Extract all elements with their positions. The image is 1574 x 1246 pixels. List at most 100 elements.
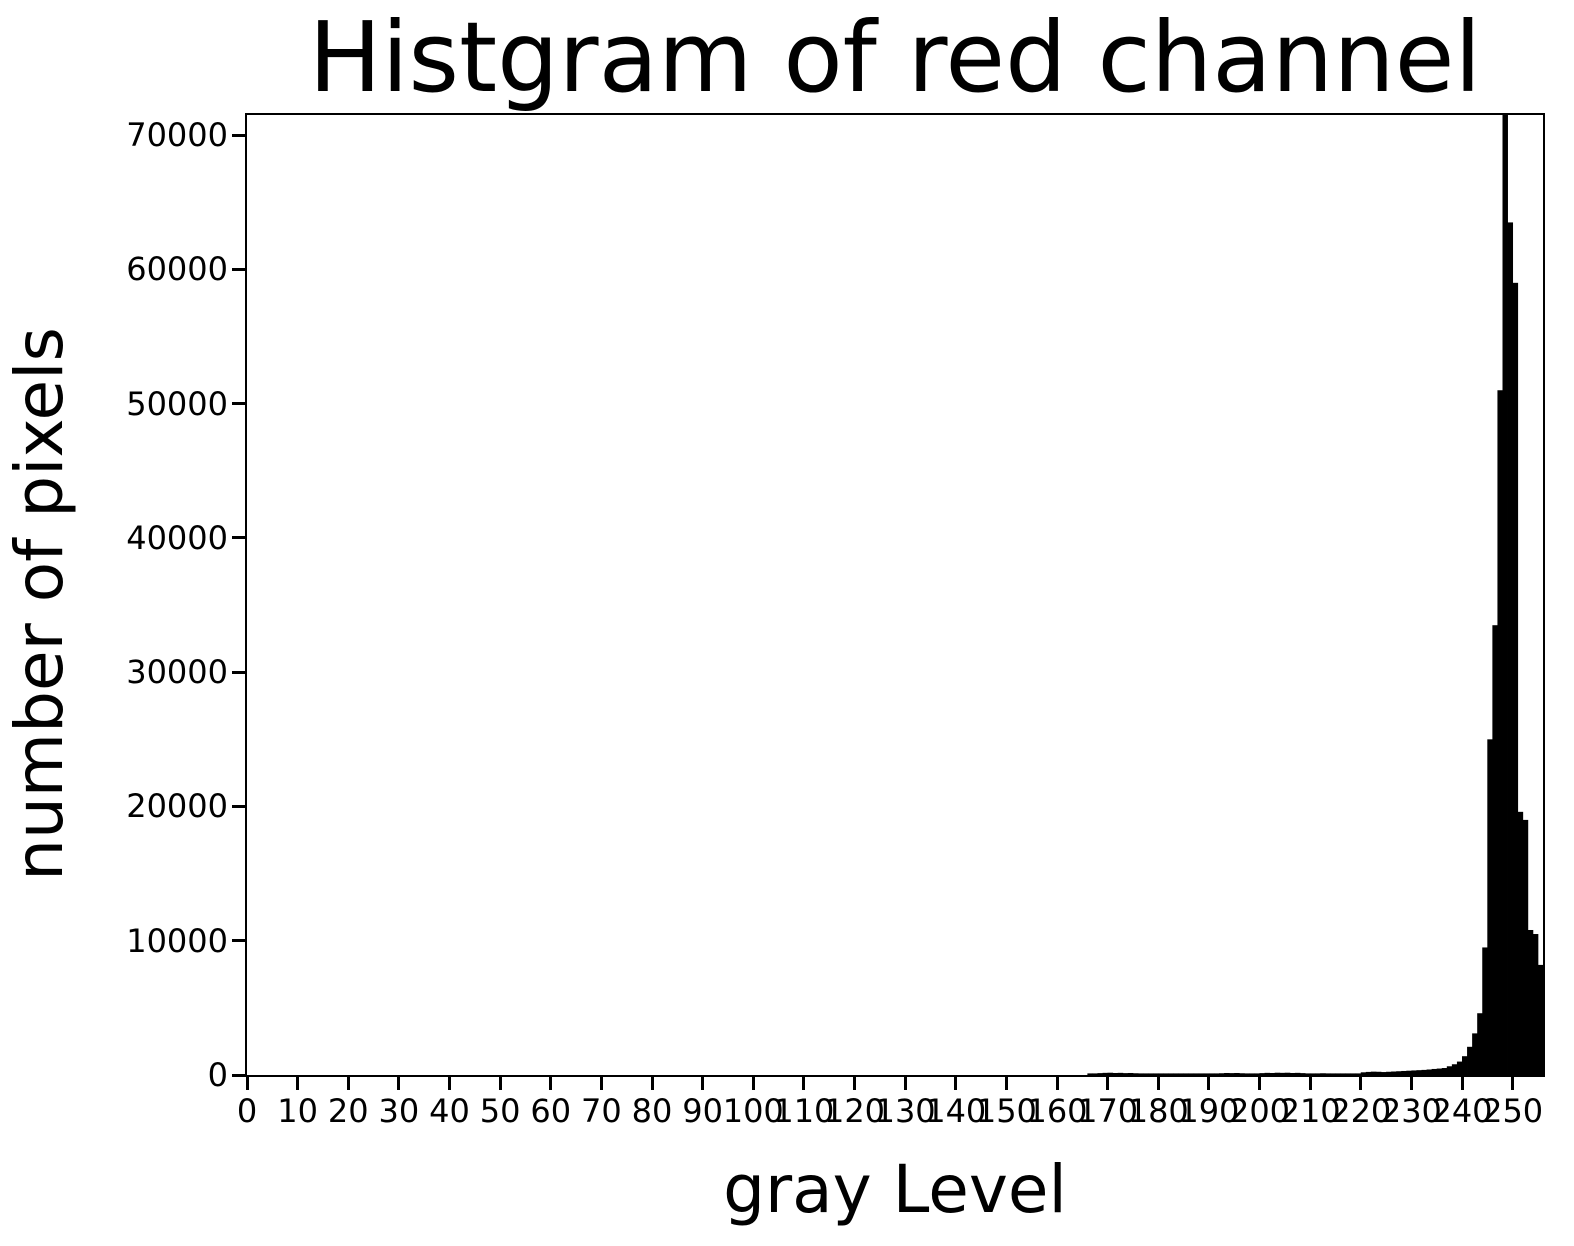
x-tick-mark xyxy=(1055,1077,1059,1090)
histogram-bar xyxy=(1456,1061,1463,1075)
x-tick-mark xyxy=(701,1077,705,1090)
x-tick-mark xyxy=(1460,1077,1464,1090)
x-tick-mark xyxy=(1106,1077,1110,1090)
x-tick-label: 80 xyxy=(631,1092,673,1130)
histogram-bar xyxy=(1406,1070,1412,1075)
histogram-bar xyxy=(1143,1073,1149,1075)
histogram-bar xyxy=(1259,1073,1265,1075)
histogram-bar xyxy=(1482,947,1488,1075)
x-tick-mark xyxy=(751,1077,755,1090)
histogram-bar xyxy=(1537,964,1543,1075)
x-tick-label: 170 xyxy=(1077,1092,1139,1130)
x-tick-label: 120 xyxy=(823,1092,886,1130)
y-tick-mark xyxy=(232,939,245,943)
histogram-bar xyxy=(1350,1073,1357,1075)
y-tick-label: 20000 xyxy=(126,787,228,826)
histogram-bar xyxy=(1244,1073,1250,1075)
histogram-bar xyxy=(1208,1073,1215,1075)
histogram-bar xyxy=(1132,1073,1139,1075)
histogram-bar xyxy=(1158,1073,1164,1075)
x-tick-label: 140 xyxy=(925,1092,987,1130)
histogram-bar xyxy=(1198,1073,1205,1075)
histogram-bar xyxy=(1112,1072,1119,1075)
histogram-bar xyxy=(1183,1073,1190,1075)
y-tick-mark xyxy=(232,804,245,808)
x-tick-mark xyxy=(1207,1077,1211,1090)
histogram-bar xyxy=(1446,1066,1453,1075)
x-tick-mark xyxy=(1156,1077,1160,1090)
x-tick-label: 250 xyxy=(1482,1092,1544,1130)
histogram-bar xyxy=(1472,1033,1478,1075)
histogram-bar xyxy=(1097,1073,1103,1075)
histogram-bar xyxy=(1502,115,1508,1075)
y-tick-label: 30000 xyxy=(126,653,228,692)
histogram-bar xyxy=(1360,1072,1367,1075)
y-tick-mark xyxy=(232,536,245,540)
histogram-bar xyxy=(1532,934,1539,1075)
x-tick-label: 30 xyxy=(378,1092,420,1130)
x-tick-label: 230 xyxy=(1380,1092,1442,1130)
histogram-bar xyxy=(1527,929,1534,1075)
x-tick-mark xyxy=(397,1077,401,1090)
x-tick-mark xyxy=(954,1077,958,1090)
histogram-bar xyxy=(1213,1073,1220,1075)
histogram-bar xyxy=(1340,1073,1346,1075)
histogram-bar xyxy=(1264,1072,1271,1075)
histogram-bar xyxy=(1451,1064,1458,1075)
x-tick-label: 100 xyxy=(722,1092,784,1130)
histogram-bar xyxy=(1279,1072,1286,1075)
x-tick-mark xyxy=(448,1077,451,1090)
x-tick-label: 150 xyxy=(975,1092,1037,1130)
histogram-bar xyxy=(1345,1073,1352,1075)
y-tick-label: 0 xyxy=(207,1056,228,1094)
histogram-bar xyxy=(1234,1072,1240,1075)
histogram-bar xyxy=(1102,1072,1109,1075)
x-tick-mark xyxy=(599,1077,603,1090)
y-tick-label: 60000 xyxy=(126,250,228,289)
histogram-bar xyxy=(1117,1072,1124,1075)
x-tick-mark xyxy=(1409,1077,1413,1090)
histogram-bar xyxy=(1127,1072,1134,1075)
x-tick-label: 200 xyxy=(1228,1092,1291,1130)
histogram-bar xyxy=(1375,1071,1382,1075)
y-tick-mark xyxy=(232,267,245,271)
histogram-bar xyxy=(1087,1073,1093,1075)
x-tick-label: 10 xyxy=(277,1092,318,1130)
x-tick-mark xyxy=(346,1077,350,1090)
histogram-bar xyxy=(1163,1073,1169,1075)
histogram-bar xyxy=(1203,1073,1210,1075)
x-tick-label: 240 xyxy=(1431,1092,1493,1130)
x-tick-mark xyxy=(1258,1077,1261,1090)
histogram-bar xyxy=(1330,1073,1336,1075)
y-tick-label: 50000 xyxy=(126,384,228,423)
histogram-bar xyxy=(1289,1072,1296,1075)
histogram-bar xyxy=(1386,1071,1392,1075)
y-tick-mark xyxy=(232,1073,245,1077)
histogram-bar xyxy=(1239,1073,1245,1075)
histogram-bar xyxy=(1315,1073,1321,1075)
histogram-bar xyxy=(1138,1073,1144,1075)
x-tick-mark xyxy=(245,1077,249,1090)
histogram-bar xyxy=(1122,1073,1129,1075)
histogram-bar xyxy=(1178,1073,1184,1075)
x-tick-label: 50 xyxy=(479,1092,521,1130)
histogram-bar xyxy=(1522,819,1529,1075)
histogram-bar xyxy=(1320,1073,1326,1075)
x-tick-label: 110 xyxy=(773,1092,835,1130)
histogram-bar xyxy=(1411,1070,1417,1075)
histogram-bar xyxy=(1401,1070,1407,1075)
histogram-bar xyxy=(1229,1073,1235,1075)
x-tick-label: 90 xyxy=(682,1092,723,1130)
histogram-bar xyxy=(1507,222,1514,1075)
chart-title: Histgram of red channel xyxy=(308,1,1482,114)
histogram-bar xyxy=(1107,1072,1114,1075)
histogram-bars xyxy=(1087,115,1543,1075)
histogram-bar xyxy=(1168,1073,1174,1075)
x-tick-label: 0 xyxy=(236,1092,258,1130)
x-tick-label: 130 xyxy=(874,1092,936,1130)
histogram-bar xyxy=(1436,1068,1443,1075)
histogram-bar xyxy=(1092,1073,1098,1075)
y-tick-mark xyxy=(232,133,245,137)
x-tick-mark xyxy=(1511,1077,1515,1090)
